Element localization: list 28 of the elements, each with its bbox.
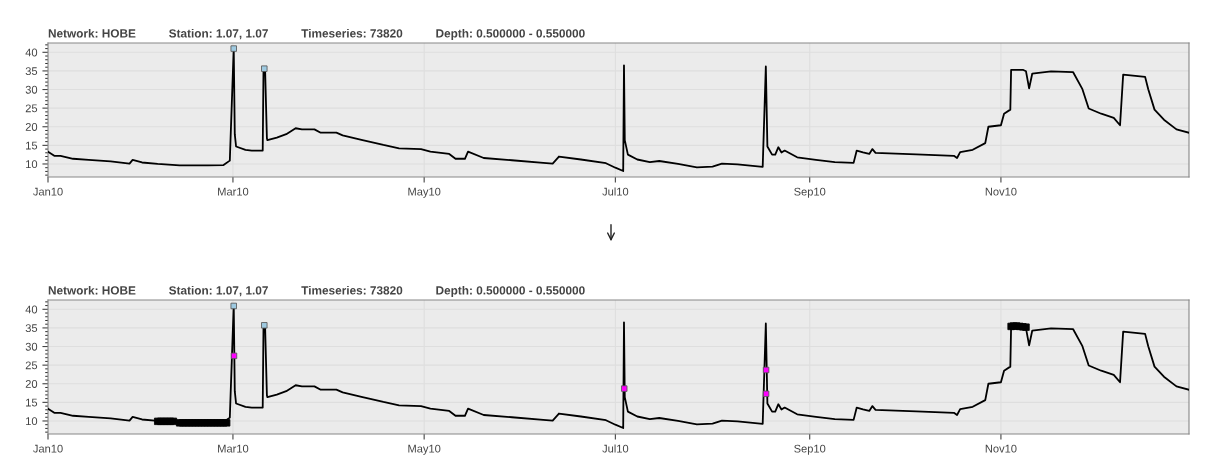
x-tick-label: Sep10 [794, 444, 826, 455]
y-tick-label: 20 [25, 380, 38, 388]
y-tick-label: 35 [25, 324, 38, 333]
y-tick-label: 10 [26, 417, 38, 426]
x-tick-label: May10 [408, 444, 441, 455]
x-tick-label: Sep10 [794, 187, 826, 198]
y-tick-label: 30 [25, 85, 38, 94]
x-tick-label: Jul10 [602, 444, 629, 453]
y-tick-label: 15 [26, 398, 38, 407]
y-tick-label: 25 [25, 361, 38, 370]
y-tick-label: 15 [26, 141, 38, 150]
y-tick-label: 10 [26, 160, 38, 169]
y-tick-label: 20 [25, 123, 38, 131]
y-tick-label: 40 [25, 48, 38, 57]
x-tick-label: Nov10 [985, 187, 1017, 196]
x-tick-label: Jan10 [33, 444, 63, 453]
x-tick-label: May10 [408, 187, 441, 198]
x-tick-label: Jan10 [33, 187, 63, 196]
y-tick-label: 40 [25, 305, 38, 314]
y-tick-label: 25 [25, 104, 38, 113]
x-tick-label: Mar10 [218, 187, 249, 196]
chart-title: Network: HOBE Station: 1.07, 1.07 Timeseries: 73820 Depth: 0.500000 - 0.550000 [48, 285, 585, 297]
y-tick-label: 35 [25, 67, 38, 76]
y-tick-label: 30 [25, 342, 38, 351]
x-tick-label: Nov10 [985, 444, 1017, 453]
x-tick-label: Jul10 [602, 187, 629, 196]
x-tick-label: Mar10 [218, 444, 249, 453]
chart-title: Network: HOBE Station: 1.07, 1.07 Timeseries: 73820 Depth: 0.500000 - 0.550000 [48, 28, 585, 40]
